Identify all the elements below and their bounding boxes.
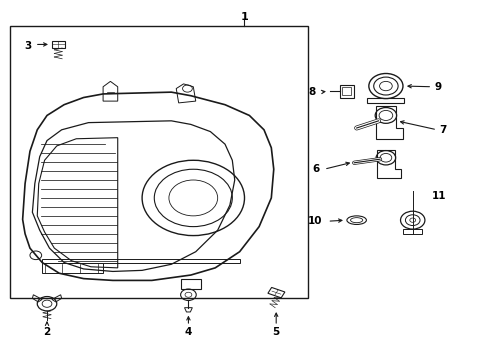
Bar bbox=[10, 26, 307, 298]
Text: 10: 10 bbox=[307, 216, 322, 226]
Text: 3: 3 bbox=[24, 41, 31, 50]
Bar bbox=[402, 229, 422, 234]
Text: 4: 4 bbox=[184, 327, 192, 337]
Text: 5: 5 bbox=[272, 327, 279, 337]
Text: 8: 8 bbox=[307, 87, 315, 97]
Text: 11: 11 bbox=[431, 191, 446, 201]
Text: 7: 7 bbox=[439, 125, 446, 135]
Text: 9: 9 bbox=[434, 82, 441, 92]
Bar bbox=[341, 87, 350, 95]
Text: 6: 6 bbox=[312, 164, 320, 174]
Bar bbox=[181, 279, 200, 289]
Text: 2: 2 bbox=[43, 327, 51, 337]
Bar bbox=[339, 85, 353, 98]
Text: 1: 1 bbox=[240, 12, 248, 22]
Bar bbox=[366, 98, 404, 103]
